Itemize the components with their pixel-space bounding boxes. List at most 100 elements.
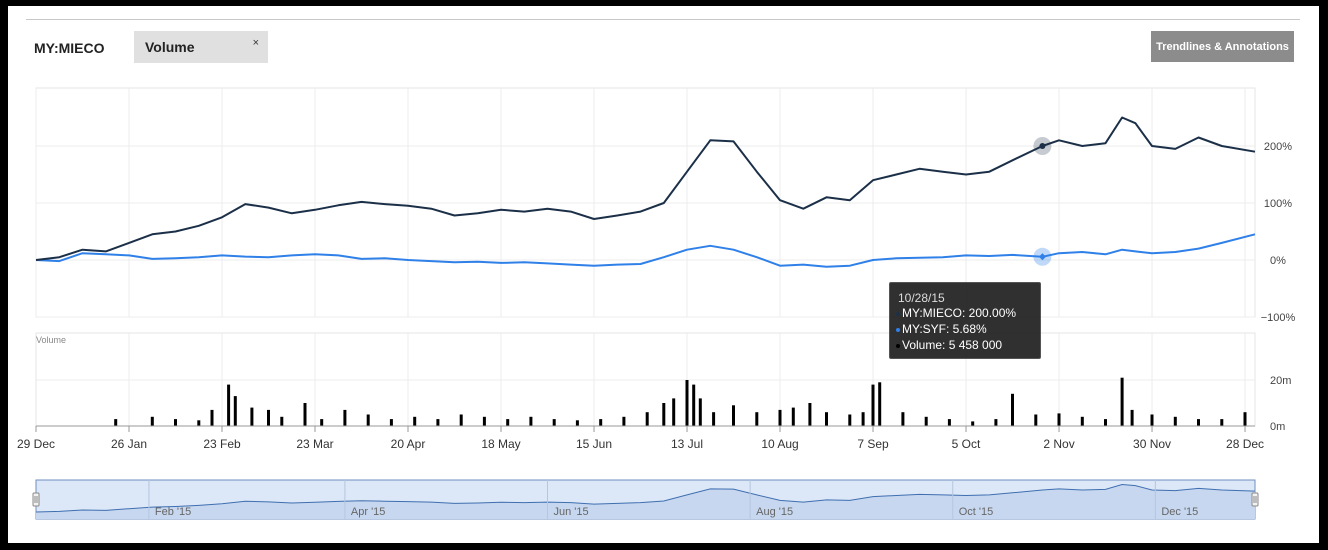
volume-bar [732, 405, 735, 426]
volume-tick-label: 20m [1270, 375, 1291, 387]
y-tick-label: 100% [1264, 198, 1292, 210]
x-tick-label: 20 Apr [391, 437, 426, 451]
x-tick-label: 15 Jun [576, 437, 612, 451]
navigator-label: Oct '15 [959, 506, 994, 518]
volume-y-axis: 0m 20m [1270, 375, 1291, 433]
volume-bar [871, 384, 875, 426]
volume-bar [1011, 393, 1014, 426]
volume-bar [861, 412, 865, 426]
volume-bar [174, 419, 177, 426]
volume-bar [150, 416, 154, 426]
volume-tick-label: 0m [1270, 421, 1285, 433]
volume-bar [698, 398, 702, 426]
volume-bar [343, 409, 347, 426]
navigator-label: Jun '15 [554, 506, 589, 518]
volume-bar [791, 407, 795, 426]
x-tick-label: 29 Dec [17, 437, 55, 451]
x-tick-label: 7 Sep [857, 437, 889, 451]
stock-chart[interactable]: −100% 0% 100% 200% Volume 0m 20m 29 Dec 26 Ja… [8, 6, 1319, 543]
navigator[interactable]: Feb '15 Apr '15 Jun '15 Aug '15 Oct '15 Dec '… [32, 479, 1259, 520]
y-tick-label: 200% [1264, 141, 1292, 153]
volume-bar [303, 403, 307, 426]
navigator-right-handle[interactable] [1251, 492, 1259, 507]
close-icon[interactable]: × [252, 37, 259, 49]
trendlines-annotations-button[interactable]: Trendlines & Annotations [1151, 31, 1294, 62]
volume-bar [413, 416, 417, 426]
volume-bar [645, 412, 649, 426]
x-tick-label: 5 Oct [952, 437, 981, 451]
volume-grid [35, 332, 1256, 427]
volume-bar [366, 414, 370, 426]
volume-bar [1104, 419, 1107, 426]
navigator-label: Dec '15 [1161, 506, 1198, 518]
navigator-label: Feb '15 [155, 506, 191, 518]
volume-bar [947, 419, 951, 426]
navigator-line [35, 483, 1256, 513]
tooltip-row-volume: Volume: 5 458 000 [896, 338, 1002, 352]
tooltip-volume: Volume: 5 458 000 [902, 338, 1003, 352]
chart-container: MY:MIECO Volume × Trendlines & Annotatio… [8, 6, 1319, 543]
volume-bar [599, 419, 603, 426]
main-y-axis: −100% 0% 100% 200% [1261, 141, 1296, 324]
series-line-my-mieco [35, 116, 1256, 261]
volume-bar [1243, 412, 1247, 426]
x-tick-label: 23 Feb [203, 437, 241, 451]
x-tick-label: 23 Mar [296, 437, 333, 451]
tooltip-row-syf: MY:SYF: 5.68% [896, 322, 987, 336]
x-tick-label: 18 May [481, 437, 520, 451]
volume-bar [971, 421, 975, 426]
navigator-area [36, 484, 1255, 519]
volume-bar [1080, 416, 1084, 426]
volume-bar [114, 419, 118, 426]
volume-bar [878, 382, 882, 426]
volume-bars [114, 377, 1247, 427]
volume-bar [848, 414, 852, 426]
volume-bar [482, 416, 486, 426]
y-tick-label: −100% [1261, 312, 1296, 324]
volume-bar [529, 416, 533, 426]
navigator-label: Aug '15 [756, 506, 793, 518]
top-divider [26, 19, 1300, 20]
volume-bar [994, 419, 998, 426]
volume-bar [712, 412, 716, 426]
x-tick-label: 26 Jan [111, 437, 147, 451]
x-tick-label: 13 Jul [671, 437, 703, 451]
indicator-chip[interactable]: Volume × [134, 31, 268, 63]
hover-point-mieco [1039, 143, 1046, 149]
volume-bar [778, 409, 782, 426]
volume-bar [389, 419, 393, 426]
navigator-label: Apr '15 [351, 506, 386, 518]
navigator-left-handle[interactable] [32, 492, 40, 507]
tooltip-mieco: MY:MIECO: 200.00% [902, 306, 1017, 320]
volume-bar [622, 416, 626, 426]
volume-bar [901, 412, 905, 426]
volume-bar [1197, 419, 1200, 426]
x-tick-label: 30 Nov [1133, 437, 1171, 451]
tooltip-syf: MY:SYF: 5.68% [902, 322, 987, 336]
x-tick-label: 28 Dec [1226, 437, 1264, 451]
volume-bar [436, 419, 440, 426]
y-tick-label: 0% [1270, 255, 1286, 267]
symbol-label: MY:MIECO [34, 40, 105, 56]
volume-bar [575, 420, 579, 427]
volume-bar [924, 416, 928, 426]
volume-bar [552, 419, 556, 426]
volume-bar [1130, 409, 1134, 426]
volume-bar [280, 416, 284, 426]
series-line-my-syf [35, 233, 1256, 268]
volume-bar [1150, 414, 1154, 426]
volume-bar [1120, 377, 1124, 426]
x-axis: 29 Dec 26 Jan 23 Feb 23 Mar 20 Apr 18 May 15 J… [17, 425, 1264, 451]
volume-bar [1173, 416, 1177, 426]
volume-bar [227, 384, 231, 426]
series-dot [896, 311, 900, 316]
tooltip-row-mieco: MY:MIECO: 200.00% [896, 306, 1016, 320]
volume-bar [672, 398, 676, 426]
series-dot [896, 327, 900, 332]
indicator-label: Volume [145, 39, 195, 55]
volume-bar [506, 419, 510, 426]
volume-bar [1220, 419, 1224, 426]
volume-bar [692, 384, 696, 426]
volume-bar [825, 412, 828, 426]
volume-bar [459, 414, 463, 426]
